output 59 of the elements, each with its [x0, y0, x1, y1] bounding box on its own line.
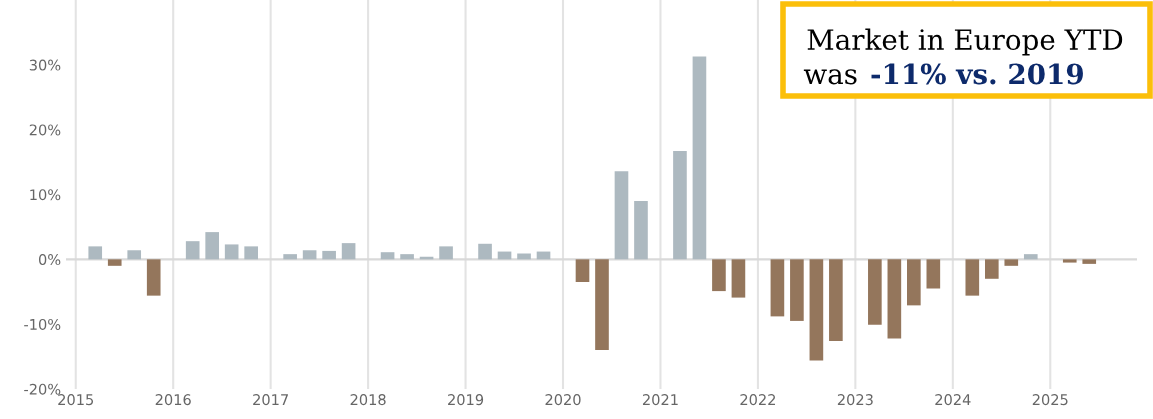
- y-tick-label: 10%: [30, 189, 61, 201]
- annotation: -11% vs. 2019: [871, 63, 1083, 85]
- y-tick-label: 30%: [29, 59, 61, 71]
- x-tick-label: 2020: [545, 394, 581, 406]
- bar: [146, 259, 161, 296]
- bar: [692, 56, 707, 260]
- bar: [244, 246, 258, 260]
- bar: [770, 259, 785, 317]
- y-tick-label: 20%: [29, 124, 61, 136]
- bar: [868, 259, 882, 325]
- bar: [478, 243, 492, 260]
- x-tick-label: 2023: [837, 394, 873, 406]
- bar: [712, 259, 726, 292]
- bar: [984, 259, 999, 279]
- bar: [1062, 259, 1077, 263]
- bar: [634, 200, 648, 260]
- bar: [88, 246, 103, 260]
- bar: [1082, 259, 1097, 264]
- bar: [887, 259, 902, 339]
- x-tick-label: 2016: [155, 394, 191, 406]
- bar: [322, 250, 336, 260]
- bar: [400, 254, 414, 260]
- x-tick-label: 2021: [642, 394, 678, 406]
- x-tick-label: 2018: [350, 394, 386, 406]
- bar: [809, 259, 824, 361]
- bar: [907, 259, 921, 306]
- bar: [614, 171, 629, 260]
- bar: [790, 259, 804, 321]
- bar: [185, 241, 200, 260]
- x-tick-label: 2017: [253, 394, 288, 406]
- x-tick-label: 2024: [935, 394, 971, 406]
- x-tick-label: 2022: [740, 394, 776, 406]
- y-tick-label: -20%: [24, 383, 61, 395]
- bar: [575, 259, 590, 283]
- bar: [829, 259, 843, 342]
- y-tick-label: -10%: [24, 318, 61, 330]
- annotation: was: [803, 69, 857, 85]
- y-tick-label: 0%: [38, 254, 61, 266]
- bar: [107, 259, 122, 266]
- bar: [673, 151, 687, 260]
- bar: [517, 253, 531, 260]
- bar: [731, 259, 746, 298]
- bar: [1004, 259, 1019, 266]
- bar: [224, 244, 239, 260]
- bar: [302, 250, 317, 260]
- bar: [965, 259, 980, 296]
- bar: [283, 254, 297, 260]
- x-tick-label: 2019: [448, 394, 484, 406]
- bar: [341, 243, 356, 260]
- bar: [439, 246, 453, 260]
- bar: [1023, 254, 1038, 260]
- x-tick-label: 2015: [58, 394, 94, 406]
- bar: [595, 259, 609, 351]
- bar: [205, 232, 219, 260]
- x-tick-label: 2025: [1032, 394, 1068, 406]
- annotation: Market in Europe YTD: [807, 28, 1123, 56]
- bar: [127, 250, 142, 260]
- bar: [380, 252, 395, 260]
- bar: [926, 259, 941, 289]
